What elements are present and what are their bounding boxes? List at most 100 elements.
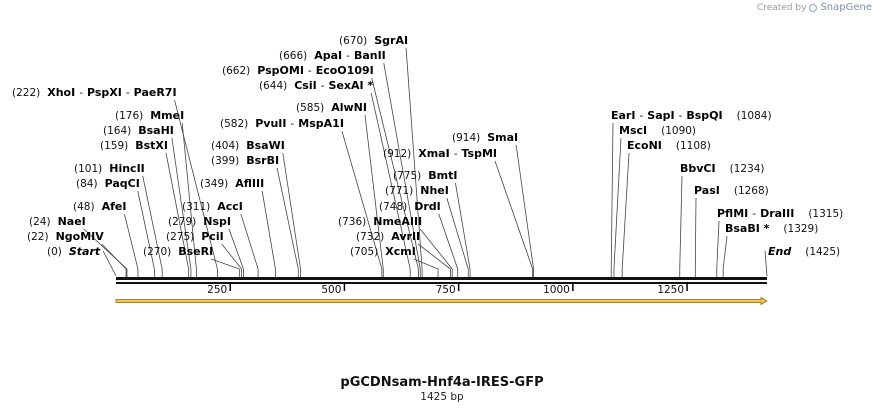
site-labels: (0) Start (22) NgoMIV (24) NaeI (48) AfeI (84) Pa…: [12, 34, 843, 258]
site-position: (311): [182, 201, 210, 213]
site-position: (1084): [737, 110, 772, 122]
site-position: (222): [12, 87, 40, 99]
axis-tick-label: 500: [321, 284, 341, 296]
enzyme-name: PflMI: [717, 207, 748, 220]
site-label: (222) XhoI - PspXI - PaeR7I: [12, 86, 177, 99]
enzyme-name: XhoI: [47, 86, 75, 99]
site-label: BsaBI * (1329): [725, 222, 818, 235]
enzyme-name: ApaI: [314, 49, 342, 62]
site-connector: [413, 258, 439, 277]
snapgene-logo-icon: [809, 3, 818, 12]
feature-arrow: [115, 296, 768, 306]
enzyme-name: MspA1I: [298, 117, 344, 130]
enzyme-name: AflIII: [235, 177, 264, 190]
site-connector: [419, 228, 453, 277]
enzyme-name: DrdI: [414, 200, 441, 213]
watermark-brand: SnapGene: [820, 2, 872, 13]
site-connector: [371, 77, 419, 277]
site-position: (84): [76, 178, 98, 190]
site-label: (84) PaqCI: [76, 177, 140, 190]
site-position: (48): [73, 201, 95, 213]
site-label: MscI (1090): [619, 124, 696, 137]
site-label: (662) PspOMI - EcoO109I: [222, 64, 374, 77]
axis-tick-label: 250: [207, 284, 227, 296]
site-label: (311) AccI: [182, 200, 243, 213]
site-label: (585) AlwNI: [296, 101, 367, 114]
enzyme-name: SapI: [647, 109, 674, 122]
site-label: (0) Start: [47, 245, 101, 258]
site-position: (736): [338, 216, 366, 228]
enzyme-name: BsrBI: [246, 154, 279, 167]
enzyme-name: BbvCI: [680, 162, 716, 175]
enzyme-name: BmtI: [428, 169, 457, 182]
enzyme-name: DraIII: [760, 207, 794, 220]
enzyme-name: TspMI: [462, 147, 498, 160]
site-label: (399) BsrBI: [211, 154, 279, 167]
name-separator: -: [79, 87, 83, 99]
site-connector: [764, 250, 768, 277]
enzyme-name: HincII: [109, 162, 145, 175]
site-position: (270): [143, 246, 171, 258]
name-separator: -: [454, 148, 458, 160]
site-connector: [101, 243, 127, 277]
site-label: BbvCI (1234): [680, 162, 765, 175]
site-position: (22): [27, 231, 49, 243]
site-label: (279) NspI: [168, 215, 231, 228]
enzyme-name: NspI: [203, 215, 231, 228]
watermark: Created by SnapGene: [757, 2, 872, 13]
site-connector: [137, 190, 155, 277]
enzyme-name: End: [768, 245, 791, 258]
sequence-map: 250 500 750 1000 1250 (0) Start (22) NgoMIV (24)…: [12, 34, 843, 306]
site-connector: [446, 197, 469, 277]
site-position: (176): [115, 110, 143, 122]
site-label: (164) BsaHI: [103, 124, 174, 137]
site-connector: [165, 152, 190, 277]
site-label: (914) SmaI: [452, 131, 518, 144]
enzyme-name: AvrII: [391, 230, 420, 243]
enzyme-name: PasI: [694, 184, 720, 197]
site-position: (1315): [808, 208, 843, 220]
site-label: (732) AvrII: [356, 230, 420, 243]
site-connector: [694, 197, 697, 277]
site-connector: [211, 258, 240, 277]
feature-track: [115, 296, 768, 306]
enzyme-name: SexAI *: [329, 79, 374, 92]
plasmid-length: 1425 bp: [420, 391, 464, 403]
title-block: pGCDNsam-Hnf4a-IRES-GFP 1425 bp: [0, 375, 884, 403]
site-connector: [613, 137, 622, 277]
site-label: EarI - SapI - BspQI (1084): [611, 109, 772, 122]
site-label: (644) CsiI - SexAI *: [259, 79, 373, 92]
site-label: (101) HincII: [74, 162, 145, 175]
site-connector-lines: [83, 47, 768, 277]
backbone-top-strand: [116, 277, 767, 280]
site-position: (275): [166, 231, 194, 243]
site-connector: [455, 182, 471, 277]
site-connector: [405, 47, 423, 277]
enzyme-name: EarI: [611, 109, 635, 122]
site-label: (670) SgrAI: [339, 34, 408, 47]
enzyme-name: AfeI: [102, 200, 127, 213]
site-label: (582) PvuII - MspA1I: [220, 117, 344, 130]
name-separator: -: [752, 208, 756, 220]
site-position: (399): [211, 155, 239, 167]
site-position: (662): [222, 65, 250, 77]
site-position: (732): [356, 231, 384, 243]
site-connector: [716, 220, 720, 277]
site-label: (705) XcmI: [350, 245, 416, 258]
site-position: (748): [379, 201, 407, 213]
site-connector: [610, 122, 614, 277]
site-position: (0): [47, 246, 62, 258]
site-connector: [370, 92, 411, 277]
site-label: (771) NheI: [385, 184, 449, 197]
site-connector: [438, 213, 459, 277]
site-connector: [383, 62, 421, 277]
site-connector: [515, 144, 534, 277]
enzyme-name: BspQI: [686, 109, 722, 122]
enzyme-name: SmaI: [487, 131, 518, 144]
site-label: (748) DrdI: [379, 200, 441, 213]
site-position: (24): [29, 216, 51, 228]
enzyme-name: NaeI: [58, 215, 86, 228]
site-position: (666): [279, 50, 307, 62]
site-label: (176) MmeI: [115, 109, 184, 122]
site-position: (159): [100, 140, 128, 152]
